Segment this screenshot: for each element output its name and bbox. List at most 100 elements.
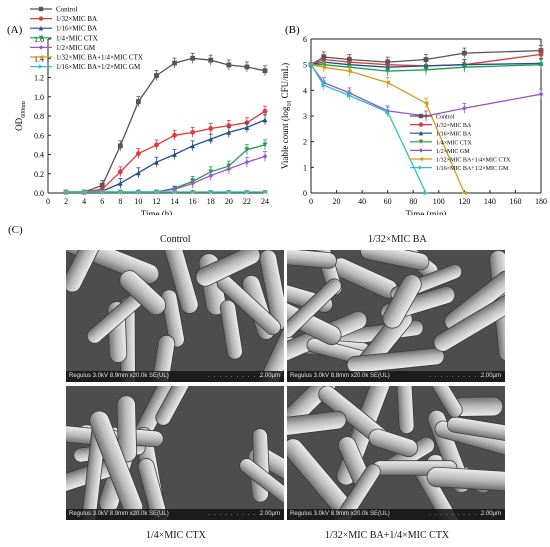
series-line [310, 64, 465, 194]
data-point [172, 186, 177, 192]
data-point [244, 64, 250, 70]
bacterium-cell [382, 274, 422, 329]
y-tick-label: 5 [303, 61, 307, 70]
scale-bar: · · · · · · · · · · [208, 512, 262, 518]
data-point [226, 123, 232, 129]
x-tick-label: 16 [189, 197, 197, 206]
data-point [63, 189, 69, 195]
legend-label: 1/32×MIC BA [436, 123, 472, 129]
legend-marker [38, 54, 44, 60]
data-point [461, 50, 467, 56]
legend-marker [418, 165, 424, 170]
y-tick-label: 0.4 [34, 151, 44, 160]
x-tick-label: 20 [333, 197, 341, 206]
sem-caption-ba-ctx: 1/32×MIC BA+1/4×MIC CTX [325, 530, 450, 541]
x-tick-label: 14 [171, 197, 179, 206]
data-point [461, 105, 467, 111]
y-tick-label: 3 [303, 112, 307, 121]
data-point [262, 68, 268, 74]
x-tick-label: 22 [243, 197, 251, 206]
y-axis-label-unit: CFU/mL) [280, 63, 290, 101]
sem-info-bar: Regulus 3.0kV 8.9mm x20.0k SE(UL) · · · … [66, 509, 284, 520]
data-point [190, 55, 196, 61]
y-axis-label: Viable count (log10 CFU/mL) [280, 63, 293, 169]
data-point [423, 100, 429, 106]
bacterium-cell [426, 466, 505, 492]
sem-caption-ba: 1/32×MIC BA [368, 234, 427, 245]
legend-label: 1/16×MIC BA [56, 25, 97, 33]
data-point [423, 57, 429, 62]
bacterium-cell [346, 347, 445, 374]
data-point [172, 189, 177, 195]
legend-marker [418, 156, 424, 162]
legend-label: 1/16×MIC BA+1/2×MIC GM [56, 63, 141, 71]
legend-marker [38, 64, 44, 69]
sem-image-control: Regulus 3.0kV 8.9mm x20.0k SE(UL) · · · … [66, 250, 284, 382]
sem-info-text: Regulus 3.0kV 8.9mm x20.0k SE(UL) [69, 373, 169, 379]
data-point [538, 62, 544, 68]
bacterium-cell [150, 334, 176, 382]
y-axis-label-sub: 600nm [21, 101, 27, 118]
y-tick-label: 1.0 [34, 93, 44, 102]
data-point [208, 189, 214, 195]
data-point [136, 151, 141, 156]
x-tick-label: 20 [225, 197, 233, 206]
series-line [66, 144, 266, 193]
y-tick-label: 0.0 [34, 189, 44, 198]
data-point [226, 129, 232, 135]
x-tick-label: 180 [535, 197, 547, 206]
bacterium-cell [395, 386, 415, 435]
y-axis-label-main: OD [14, 117, 24, 130]
bacterium-cell [195, 250, 261, 287]
data-point [244, 189, 250, 195]
data-point [346, 68, 352, 74]
data-point [262, 142, 268, 148]
data-point [99, 182, 105, 188]
x-tick-label: 24 [261, 197, 269, 206]
y-tick-label: 2 [303, 138, 307, 147]
legend-label: 1/32×MIC BA+1/4×MIC CTX [56, 54, 143, 62]
sem-image-ba-ctx: Regulus 3.0kV 8.9mm x20.0k SE(UL) · · · … [287, 386, 505, 520]
bacterium-cell [259, 250, 284, 330]
data-point [226, 62, 232, 68]
data-point [172, 132, 177, 138]
y-tick-label: 4 [303, 86, 307, 95]
legend-label: 1/4×MIC CTX [436, 140, 473, 146]
panel-label: (B) [285, 24, 300, 36]
bacterium-cell [360, 250, 430, 271]
bacterium-cell [66, 250, 109, 293]
data-point [385, 80, 391, 86]
x-tick-label: 18 [207, 197, 215, 206]
y-tick-label: 6 [303, 35, 307, 44]
panel-label: (A) [7, 24, 23, 36]
y-axis-label-sub: 10 [287, 101, 293, 107]
x-axis-label: Time (h) [141, 209, 172, 215]
legend-label: 1/32×MIC BA [56, 15, 97, 23]
bacterium-cell [155, 386, 201, 426]
bacterium-cell [446, 416, 505, 441]
data-point [154, 142, 159, 148]
legend-label: 1/16×MIC BA+1/2×MIC GM [436, 166, 509, 172]
bacterium-cell [154, 250, 199, 314]
x-tick-label: 0 [309, 197, 313, 206]
legend-label: 1/4×MIC CTX [56, 34, 98, 42]
x-tick-label: 10 [134, 197, 142, 206]
x-tick-label: 100 [433, 197, 445, 206]
bacterium-cell [160, 289, 185, 348]
data-point [117, 189, 123, 195]
data-point [461, 64, 467, 70]
scale-bar: · · · · · · · · · · [429, 374, 483, 380]
data-point [244, 147, 250, 153]
data-point [262, 189, 268, 195]
y-tick-label: 1 [303, 163, 307, 172]
legend-label: 1/2×MIC GM [56, 44, 96, 52]
panel-label-c: (C) [8, 224, 23, 236]
data-point [262, 117, 268, 123]
sem-image-ctx: Regulus 3.0kV 8.9mm x20.0k SE(UL) · · · … [66, 386, 284, 520]
sem-info-text: Regulus 3.0kV 8.8mm x20.0k SE(UL) [290, 373, 390, 379]
data-point [423, 67, 429, 73]
series-line [66, 119, 266, 193]
legend-marker [38, 16, 44, 21]
x-tick-label: 8 [118, 197, 122, 206]
data-point [461, 190, 467, 196]
